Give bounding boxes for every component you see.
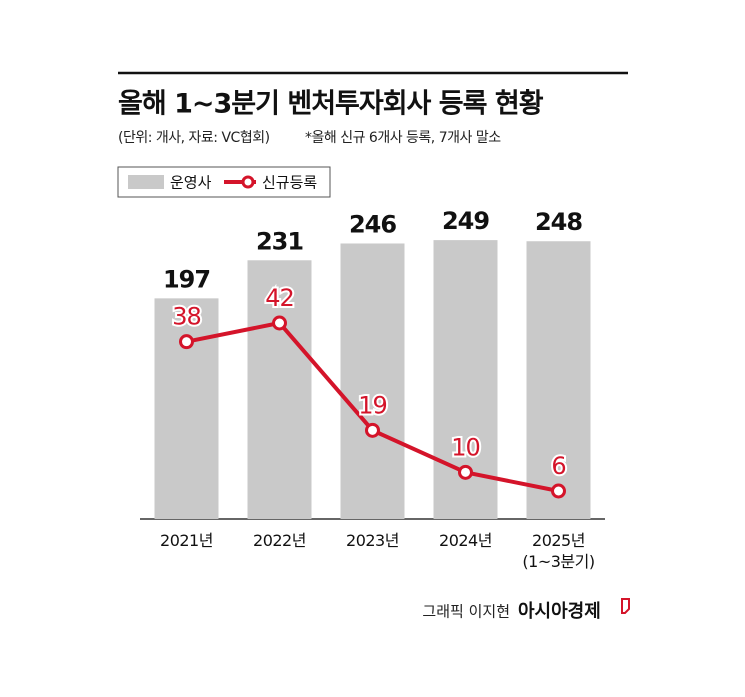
x-tick-label: 2022년 xyxy=(253,531,306,550)
point xyxy=(272,315,287,331)
point-value-label: 10 xyxy=(451,433,480,461)
subtitle: (단위: 개사, 자료: VC협회) xyxy=(118,130,270,146)
legend-swatch xyxy=(241,175,255,189)
chart-title: 올해 1~3분기 벤처투자회사 등록 현황 xyxy=(118,89,544,120)
x-tick-label: 2025년 (1~3분기) xyxy=(522,531,595,571)
legend-label: 운영사 xyxy=(170,174,212,192)
bar-value-label: 249 xyxy=(442,207,489,235)
logo-mark xyxy=(621,598,630,614)
legend-label: 신규등록 xyxy=(262,174,317,192)
point-value-label: 38 xyxy=(172,303,201,331)
source: 아시아경제 xyxy=(518,601,601,622)
x-tick-label: 2021년 xyxy=(160,531,213,550)
credit: 그래픽 이지현 xyxy=(422,603,510,621)
point xyxy=(551,483,566,499)
bar xyxy=(526,241,591,520)
bar-value-label: 231 xyxy=(256,227,303,255)
point-value-label: 42 xyxy=(265,284,294,312)
point xyxy=(365,422,380,438)
bar xyxy=(154,298,219,519)
point xyxy=(179,334,194,350)
bar-value-label: 248 xyxy=(535,208,582,236)
bar xyxy=(247,260,312,519)
legend-box xyxy=(117,166,331,198)
legend-swatch xyxy=(128,175,164,189)
point-value-label: 19 xyxy=(358,391,387,419)
point xyxy=(458,464,473,480)
bar-value-label: 246 xyxy=(349,210,396,238)
x-tick-label: 2024년 xyxy=(439,531,492,550)
bar xyxy=(340,243,405,520)
x-tick-label: 2023년 xyxy=(346,531,399,550)
point-value-label: 6 xyxy=(551,452,565,480)
bar-value-label: 197 xyxy=(163,265,210,293)
note: *올해 신규 6개사 등록, 7개사 말소 xyxy=(305,130,501,146)
